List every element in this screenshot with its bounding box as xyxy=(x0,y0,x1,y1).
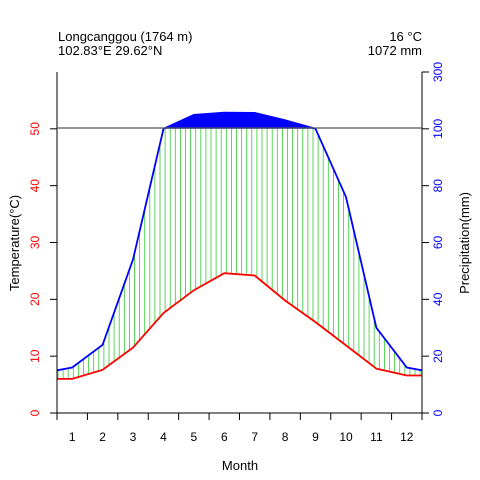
x-axis-label: Month xyxy=(222,458,258,473)
x-tick-label: 1 xyxy=(69,430,76,444)
temp-tick-label: 10 xyxy=(28,349,42,363)
precip-tick-label: 80 xyxy=(431,179,445,193)
x-tick-label: 3 xyxy=(130,430,137,444)
mean-temperature: 16 °C xyxy=(389,29,422,44)
header: Longcanggou (1764 m) 102.83°E 29.62°N 16… xyxy=(58,29,422,58)
x-tick-label: 11 xyxy=(370,430,383,444)
x-tick-label: 2 xyxy=(99,430,106,444)
temp-tick-label: 20 xyxy=(28,292,42,306)
right-axis-label: Precipitation(mm) xyxy=(457,192,472,294)
x-tick-label: 8 xyxy=(282,430,289,444)
temp-tick-label: 50 xyxy=(28,122,42,136)
axes: 1 2 3 4 5 6 7 8 9 10 11 120102030405002040608010030… xyxy=(28,62,445,444)
left-axis-label: Temperature(°C) xyxy=(7,195,22,291)
x-tick-label: 6 xyxy=(221,430,228,444)
plot-area xyxy=(57,111,422,380)
precip-tick-label: 40 xyxy=(431,292,445,306)
x-tick-label: 12 xyxy=(400,430,414,444)
precip-tick-label: 300 xyxy=(431,62,445,82)
station-name: Longcanggou (1764 m) xyxy=(58,29,192,44)
precipitation-line xyxy=(57,111,422,372)
x-tick-label: 4 xyxy=(160,430,167,444)
temperature-line xyxy=(57,272,422,380)
x-tick-label: 10 xyxy=(339,430,353,444)
annual-precipitation: 1072 mm xyxy=(368,43,422,58)
temp-tick-label: 40 xyxy=(28,179,42,193)
x-tick-label: 5 xyxy=(191,430,198,444)
precip-tick-label: 20 xyxy=(431,349,445,363)
x-tick-label: 7 xyxy=(251,430,258,444)
temp-tick-label: 0 xyxy=(28,409,42,416)
station-coordinates: 102.83°E 29.62°N xyxy=(58,43,162,58)
precip-tick-label: 100 xyxy=(431,118,445,138)
precip-tick-label: 0 xyxy=(431,409,445,416)
temp-tick-label: 30 xyxy=(28,236,42,250)
x-tick-label: 9 xyxy=(312,430,319,444)
precip-tick-label: 60 xyxy=(431,236,445,250)
perhumid-area xyxy=(164,112,315,129)
